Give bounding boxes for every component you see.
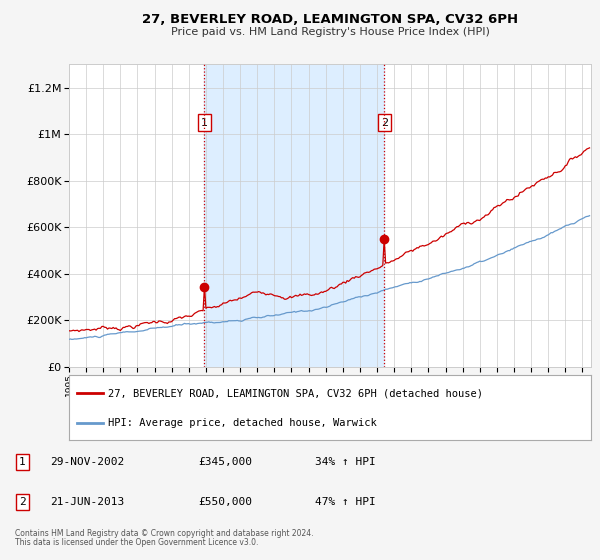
Text: 34% ↑ HPI: 34% ↑ HPI — [314, 457, 376, 467]
Text: 21-JUN-2013: 21-JUN-2013 — [50, 497, 124, 507]
Text: 2: 2 — [380, 118, 388, 128]
Text: 1: 1 — [19, 457, 26, 467]
Text: £550,000: £550,000 — [198, 497, 252, 507]
Bar — [205, 64, 384, 367]
Text: 27, BEVERLEY ROAD, LEAMINGTON SPA, CV32 6PH (detached house): 27, BEVERLEY ROAD, LEAMINGTON SPA, CV32 … — [108, 388, 483, 398]
Text: Contains HM Land Registry data © Crown copyright and database right 2024.: Contains HM Land Registry data © Crown c… — [15, 529, 314, 538]
Text: 2: 2 — [19, 497, 26, 507]
Text: Price paid vs. HM Land Registry's House Price Index (HPI): Price paid vs. HM Land Registry's House … — [170, 27, 490, 38]
Text: 1: 1 — [201, 118, 208, 128]
Text: 29-NOV-2002: 29-NOV-2002 — [50, 457, 124, 467]
Text: 27, BEVERLEY ROAD, LEAMINGTON SPA, CV32 6PH: 27, BEVERLEY ROAD, LEAMINGTON SPA, CV32 … — [142, 13, 518, 26]
Text: £345,000: £345,000 — [198, 457, 252, 467]
Text: This data is licensed under the Open Government Licence v3.0.: This data is licensed under the Open Gov… — [15, 538, 259, 547]
Text: 47% ↑ HPI: 47% ↑ HPI — [314, 497, 376, 507]
Text: HPI: Average price, detached house, Warwick: HPI: Average price, detached house, Warw… — [108, 418, 377, 428]
